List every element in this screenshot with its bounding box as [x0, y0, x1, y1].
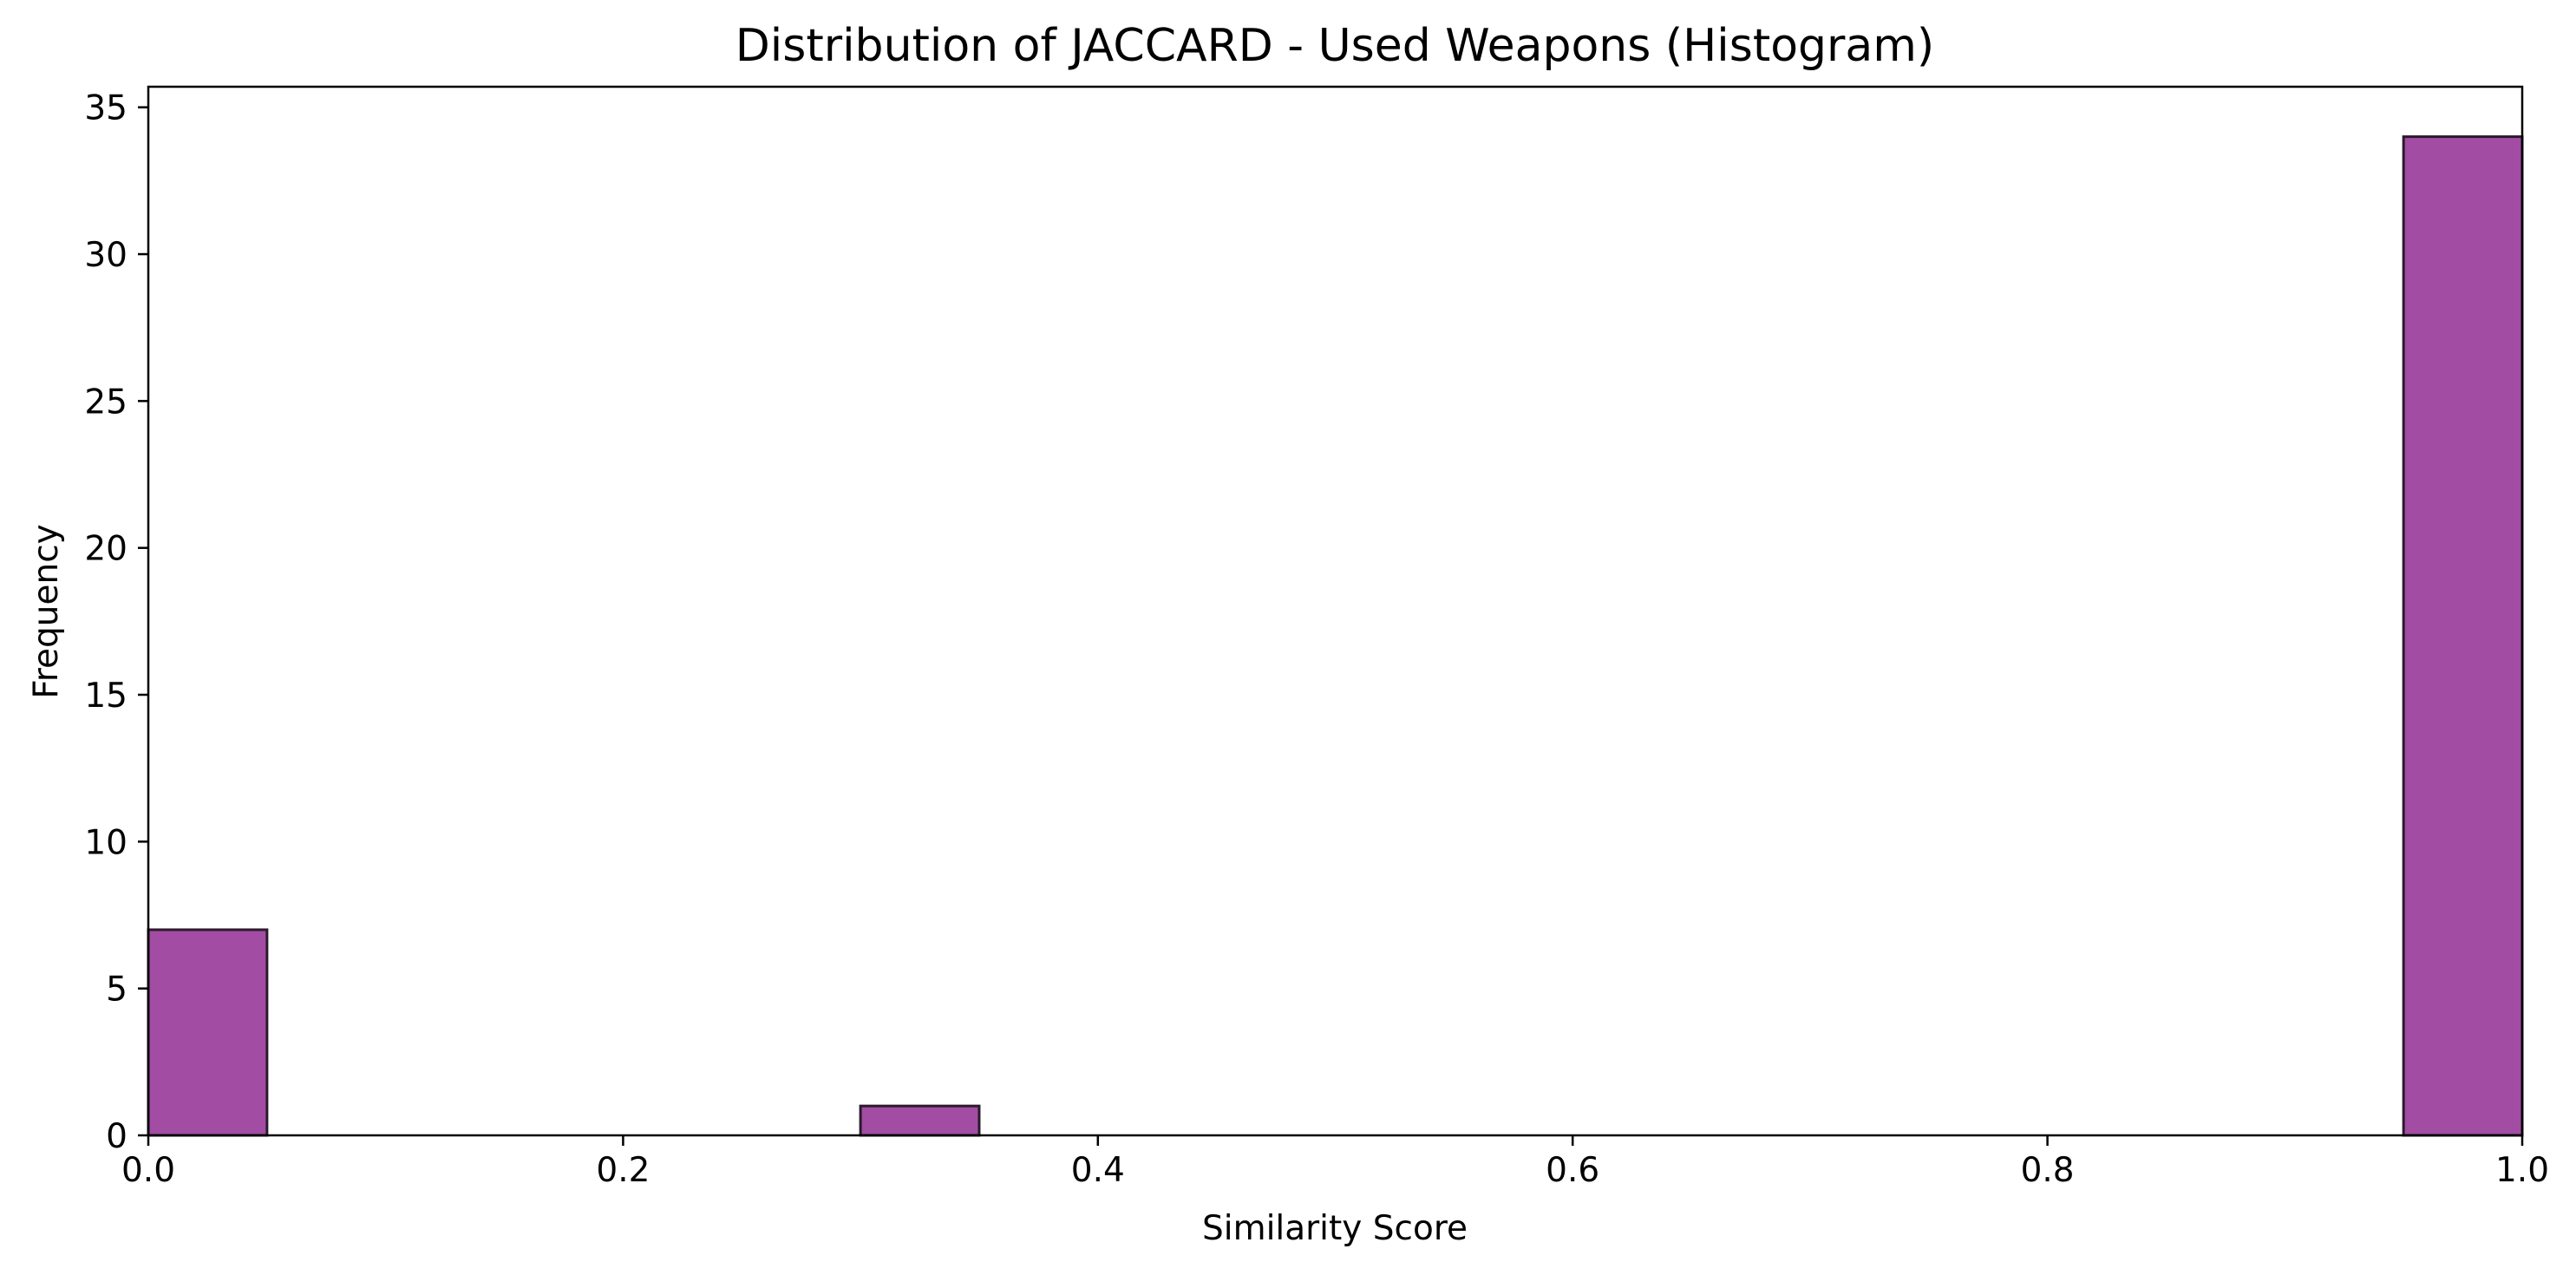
x-tick-label: 0.6 — [1546, 1151, 1599, 1190]
x-axis-ticks: 0.0 0.2 0.4 0.6 0.8 1.0 — [121, 1135, 2549, 1190]
histogram-bar — [147, 928, 269, 1137]
y-tick-label: 0 — [106, 1117, 127, 1156]
histogram-bar — [859, 1104, 981, 1137]
x-tick-label: 0.0 — [121, 1151, 175, 1190]
y-tick-label: 15 — [84, 677, 127, 716]
x-tick-label: 0.8 — [2021, 1151, 2075, 1190]
y-tick-label: 10 — [84, 823, 127, 862]
y-tick-label: 35 — [84, 89, 127, 128]
x-axis-label: Similarity Score — [1202, 1209, 1468, 1248]
plot-frame — [147, 85, 2524, 1137]
y-tick-label: 20 — [84, 530, 127, 569]
y-axis-ticks: 0 5 10 15 20 25 30 35 — [84, 89, 148, 1156]
y-tick-label: 25 — [84, 382, 127, 422]
bars-group — [147, 135, 2524, 1137]
x-tick-label: 0.2 — [596, 1151, 650, 1190]
chart-title: Distribution of JACCARD - Used Weapons (… — [736, 20, 1934, 72]
y-tick-label: 30 — [84, 236, 127, 275]
y-axis-label: Frequency — [27, 524, 66, 698]
y-tick-label: 5 — [106, 971, 127, 1010]
x-tick-label: 0.4 — [1071, 1151, 1125, 1190]
x-tick-label: 1.0 — [2495, 1151, 2549, 1190]
histogram-bar — [2402, 135, 2524, 1137]
